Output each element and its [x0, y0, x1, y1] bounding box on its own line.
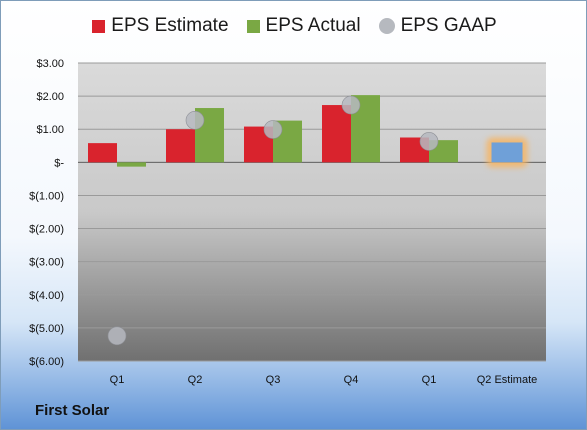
x-axis-labels: Q1 Q2 Q3 Q4 Q1 Q2 Estimate: [110, 374, 538, 386]
marker-eps-gaap: [419, 132, 439, 151]
x-tick-label: Q2: [188, 374, 203, 386]
y-tick-label: $(1.00): [29, 190, 64, 202]
bar-q2-estimate: [491, 142, 523, 163]
x-tick-label: Q3: [266, 374, 281, 386]
legend-dot-eps-gaap: [378, 18, 395, 34]
legend-label-eps-gaap: EPS GAAP: [400, 15, 497, 36]
legend-label-eps-estimate: EPS Estimate: [111, 15, 229, 36]
company-name: First Solar: [35, 402, 110, 419]
bar-eps-actual: [117, 162, 146, 167]
legend-swatch-eps-estimate: [92, 19, 106, 33]
y-tick-label: $1.00: [36, 124, 64, 136]
marker-eps-gaap: [107, 326, 127, 346]
y-tick-label: $3.00: [36, 58, 64, 70]
x-tick-label: Q1: [110, 374, 125, 386]
x-tick-label: Q2 Estimate: [477, 374, 538, 386]
y-tick-label: $(6.00): [29, 356, 64, 368]
y-tick-label: $(5.00): [29, 323, 64, 335]
bars: [88, 95, 528, 168]
gaap-markers: [107, 95, 439, 346]
bar-eps-estimate: [88, 143, 117, 163]
legend-swatch-eps-actual: [246, 19, 260, 33]
legend-label-eps-actual: EPS Actual: [265, 15, 361, 36]
legend: EPS Estimate EPS Actual EPS GAAP: [1, 15, 586, 37]
marker-eps-gaap: [341, 95, 361, 115]
y-tick-label: $(3.00): [29, 257, 64, 269]
y-tick-label: $(2.00): [29, 224, 64, 236]
legend-item-eps-estimate: EPS Estimate: [92, 15, 229, 37]
legend-item-eps-gaap: EPS GAAP: [378, 15, 497, 37]
y-axis-labels: $3.00 $2.00 $1.00 $- $(1.00) $(2.00) $(3.00) $(…: [29, 58, 64, 368]
bar-eps-estimate: [166, 129, 195, 163]
plot-area: [78, 63, 546, 361]
y-tick-label: $2.00: [36, 91, 64, 103]
marker-eps-gaap: [185, 110, 205, 130]
gridlines: [78, 62, 546, 362]
marker-eps-gaap: [263, 120, 283, 139]
x-tick-label: Q1: [422, 374, 437, 386]
x-tick-label: Q4: [344, 374, 359, 386]
y-tick-label: $(4.00): [29, 290, 64, 302]
bar-eps-estimate: [322, 105, 351, 163]
legend-item-eps-actual: EPS Actual: [246, 15, 361, 37]
y-tick-label: $-: [54, 157, 64, 169]
